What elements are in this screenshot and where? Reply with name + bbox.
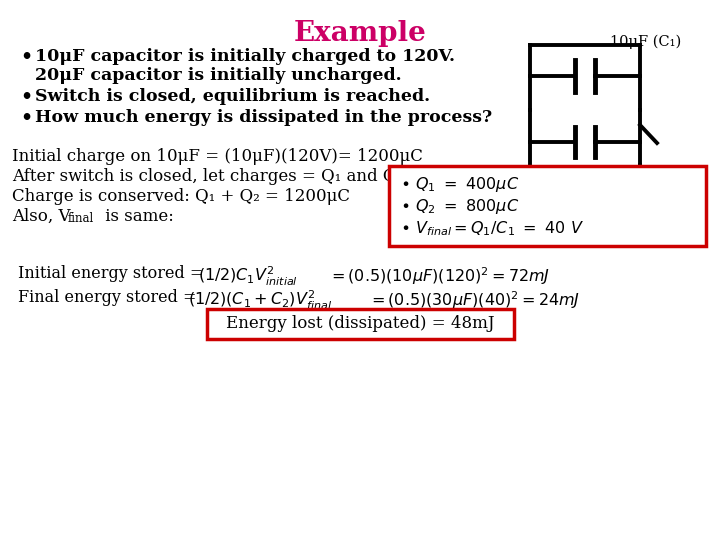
Text: Initial charge on 10μF = (10μF)(120V)= 1200μC: Initial charge on 10μF = (10μF)(120V)= 1… <box>12 148 423 165</box>
Text: Initial energy stored =: Initial energy stored = <box>18 265 209 282</box>
Text: •: • <box>20 88 32 106</box>
Text: Final energy stored =: Final energy stored = <box>18 289 202 306</box>
Text: After switch is closed, let charges = Q₁ and Q₂.: After switch is closed, let charges = Q₁… <box>12 168 408 185</box>
Text: •: • <box>20 48 32 66</box>
Text: 20μF capacitor is initially uncharged.: 20μF capacitor is initially uncharged. <box>35 67 402 84</box>
Text: •: • <box>20 109 32 127</box>
Text: $\bullet\ Q_1\ =\ 400\mu C$: $\bullet\ Q_1\ =\ 400\mu C$ <box>400 175 519 194</box>
Text: Charge is conserved: Q₁ + Q₂ = 1200μC: Charge is conserved: Q₁ + Q₂ = 1200μC <box>12 188 350 205</box>
Text: Also, V: Also, V <box>12 208 71 225</box>
Text: final: final <box>68 212 94 225</box>
Text: $\bullet\ V_{final}=Q_1/C_1\ =\ 40\ V$: $\bullet\ V_{final}=Q_1/C_1\ =\ 40\ V$ <box>400 219 584 238</box>
Text: Energy lost (dissipated) = 48mJ: Energy lost (dissipated) = 48mJ <box>226 315 494 333</box>
Text: is same:: is same: <box>100 208 174 225</box>
Text: $(1/2)(C_1+C_2)V^2_{final}$: $(1/2)(C_1+C_2)V^2_{final}$ <box>188 289 332 312</box>
Text: Switch is closed, equilibrium is reached.: Switch is closed, equilibrium is reached… <box>35 88 430 105</box>
Text: $= (0.5)(30\mu F)(40)^2 = 24mJ$: $= (0.5)(30\mu F)(40)^2 = 24mJ$ <box>368 289 580 310</box>
Text: Example: Example <box>294 20 426 47</box>
Text: How much energy is dissipated in the process?: How much energy is dissipated in the pro… <box>35 109 492 126</box>
Text: 10μF (C₁): 10μF (C₁) <box>610 35 681 49</box>
FancyBboxPatch shape <box>207 309 513 339</box>
Text: 20μF (C₂): 20μF (C₂) <box>550 207 621 221</box>
Text: 10μF capacitor is initially charged to 120V.: 10μF capacitor is initially charged to 1… <box>35 48 455 65</box>
Text: $= (0.5)(10\mu F)(120)^2 = 72mJ$: $= (0.5)(10\mu F)(120)^2 = 72mJ$ <box>328 265 550 287</box>
FancyBboxPatch shape <box>389 166 706 246</box>
Text: $\bullet\ Q_2\ =\ 800\mu C$: $\bullet\ Q_2\ =\ 800\mu C$ <box>400 197 519 216</box>
Text: $(1/2)C_1V^2_{initial}$: $(1/2)C_1V^2_{initial}$ <box>198 265 298 288</box>
